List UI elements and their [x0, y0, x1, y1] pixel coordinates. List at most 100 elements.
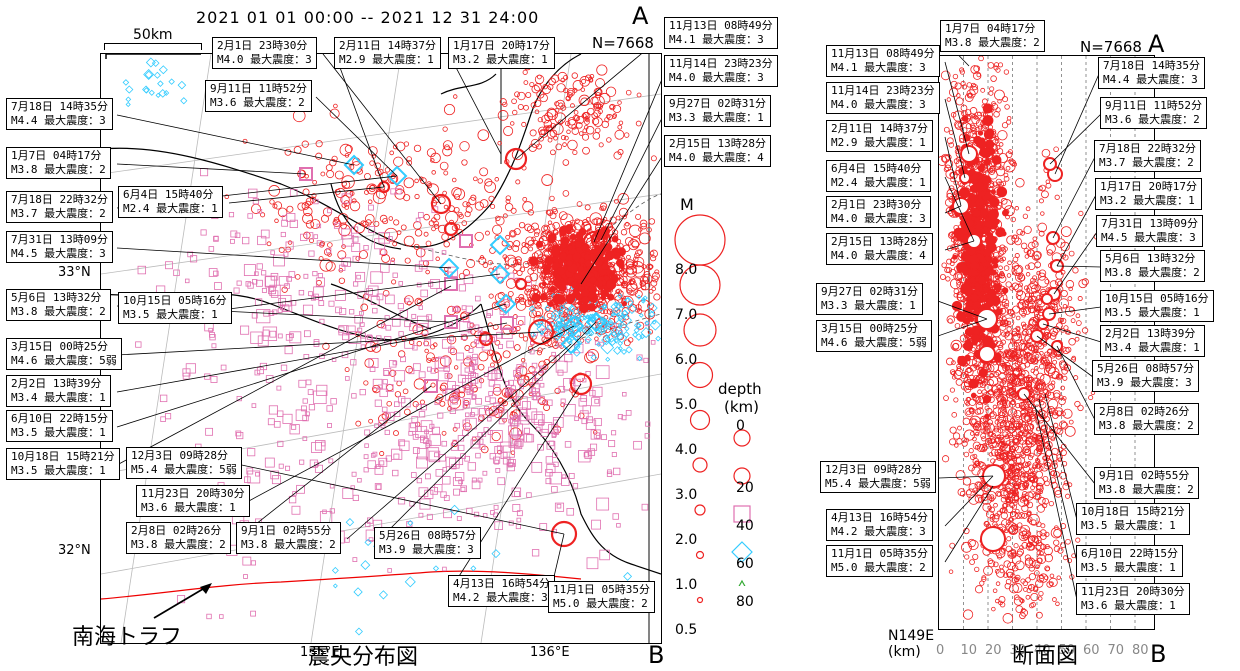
event-datetime: 9月27日 02時31分: [821, 285, 918, 299]
event-datetime: 11月13日 08時49分: [669, 19, 773, 33]
event-datetime: 3月15日 00時25分: [821, 322, 927, 336]
event-datetime: 10月15日 05時16分: [123, 294, 227, 308]
legend-mag-label: 8.0: [675, 262, 697, 278]
event-datetime: 5月6日 13時32分: [11, 291, 106, 305]
event-datetime: 10月18日 15時21分: [11, 450, 115, 464]
event-datetime: 7月18日 14時35分: [1103, 59, 1200, 73]
event-datetime: 7月18日 22時32分: [1099, 142, 1196, 156]
event-magnitude-intensity: M3.6 最大震度：2: [210, 96, 307, 110]
scale-bar: [106, 54, 201, 59]
event-magnitude-intensity: M3.8 最大震度：2: [241, 538, 336, 552]
event-datetime: 2月11日 14時37分: [831, 122, 928, 136]
section-x-unit: (km): [888, 644, 921, 660]
event-magnitude-intensity: M5.0 最大震度：2: [831, 561, 928, 575]
event-datetime: 11月14日 23時23分: [669, 57, 773, 71]
event-datetime: 6月10日 22時15分: [11, 412, 108, 426]
point-b-section: B: [1150, 640, 1166, 668]
event-magnitude-intensity: M3.6 最大震度：1: [141, 501, 245, 515]
point-b-map: B: [648, 641, 664, 669]
period-text: 2021 01 01 00:00 -- 2021 12 31 24:00: [196, 8, 539, 27]
event-datetime: 9月1日 02時55分: [241, 524, 336, 538]
event-datetime: 10月15日 05時16分: [1105, 292, 1209, 306]
event-datetime: 6月4日 15時40分: [831, 162, 926, 176]
section-x-tick: 10: [961, 643, 978, 658]
event-magnitude-intensity: M3.3 最大震度：1: [821, 299, 918, 313]
event-magnitude-intensity: M3.5 最大震度：1: [123, 308, 227, 322]
event-magnitude-intensity: M4.1 最大震度：3: [669, 33, 773, 47]
event-datetime: 2月15日 13時28分: [669, 137, 766, 151]
event-datetime: 1月17日 20時17分: [1100, 180, 1197, 194]
legend-depth-label: 60: [736, 556, 754, 572]
event-magnitude-intensity: M3.5 最大震度：1: [11, 426, 108, 440]
event-magnitude-intensity: M3.5 最大震度：1: [1081, 561, 1178, 575]
event-datetime: 11月13日 08時49分: [831, 47, 935, 61]
event-datetime: 11月1日 05時35分: [553, 583, 650, 597]
event-magnitude-intensity: M3.6 最大震度：1: [1081, 599, 1185, 613]
event-datetime: 11月14日 23時23分: [831, 84, 935, 98]
nankai-trough-label: 南海トラフ: [72, 619, 182, 651]
event-datetime: 12月3日 09時28分: [131, 449, 237, 463]
legend-mag-circle: [691, 411, 710, 430]
point-a-section: A: [1148, 30, 1164, 58]
event-datetime: 11月1日 05時35分: [831, 547, 928, 561]
event-magnitude-intensity: M4.2 最大震度：3: [453, 591, 550, 605]
event-magnitude-intensity: M4.6 最大震度：5弱: [11, 354, 117, 368]
event-magnitude-intensity: M3.8 最大震度：2: [11, 163, 106, 177]
event-datetime: 6月4日 15時40分: [123, 188, 218, 202]
event-datetime: 9月1日 02時55分: [1099, 469, 1194, 483]
event-datetime: 5月26日 08時57分: [379, 529, 476, 543]
event-datetime: 2月8日 02時26分: [1099, 405, 1194, 419]
event-datetime: 4月13日 16時54分: [831, 511, 928, 525]
event-datetime: 10月18日 15時21分: [1081, 505, 1185, 519]
event-magnitude-intensity: M4.5 最大震度：3: [11, 247, 108, 261]
event-magnitude-intensity: M3.8 最大震度：2: [11, 305, 106, 319]
event-magnitude-intensity: M3.8 最大震度：2: [131, 538, 226, 552]
section-title: 断面図: [1012, 638, 1078, 670]
legend-mag-label: 3.0: [675, 487, 697, 503]
lat-32-label: 32°N: [58, 543, 91, 558]
event-datetime: 1月7日 04時17分: [945, 22, 1040, 36]
map-count: N=7668: [592, 34, 654, 52]
legend-depth-label: 40: [736, 518, 754, 534]
event-magnitude-intensity: M4.2 最大震度：3: [831, 525, 928, 539]
section-x-tick: 60: [1083, 643, 1100, 658]
event-magnitude-intensity: M3.4 最大震度：1: [1105, 341, 1200, 355]
event-magnitude-intensity: M3.2 最大震度：1: [453, 53, 550, 67]
event-datetime: 7月18日 22時32分: [11, 193, 108, 207]
legend-depth-unit: (km): [724, 398, 759, 416]
event-magnitude-intensity: M3.2 最大震度：1: [1100, 194, 1197, 208]
event-magnitude-intensity: M2.9 最大震度：1: [339, 53, 436, 67]
event-magnitude-intensity: M3.3 最大震度：1: [669, 111, 766, 125]
section-count: N=7668: [1080, 38, 1142, 56]
event-magnitude-intensity: M3.8 最大震度：2: [1099, 419, 1194, 433]
section-x-tick: 20: [985, 643, 1002, 658]
event-magnitude-intensity: M4.0 最大震度：4: [669, 151, 766, 165]
legend-depth-label: 80: [736, 594, 754, 610]
nankai-arrow: [150, 578, 220, 623]
event-magnitude-intensity: M4.0 最大震度：3: [217, 53, 312, 67]
